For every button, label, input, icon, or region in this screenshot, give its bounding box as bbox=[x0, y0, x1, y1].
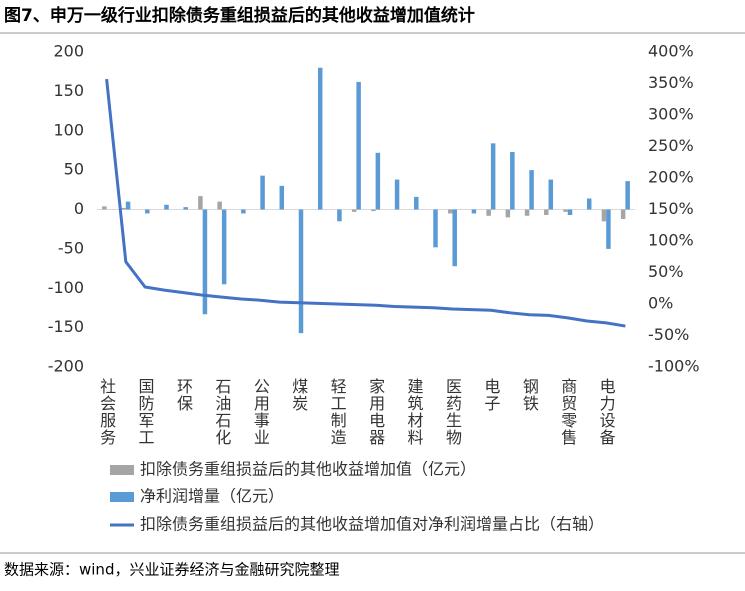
legend-label: 扣除债务重组损益后的其他收益增加值（亿元） bbox=[140, 460, 476, 479]
bar bbox=[471, 209, 477, 214]
x-tick-label: 建筑材料 bbox=[405, 378, 424, 446]
bar bbox=[486, 209, 491, 216]
y2-tick-label: 200% bbox=[648, 168, 694, 187]
bar bbox=[198, 196, 203, 210]
x-tick-label: 商贸零售 bbox=[558, 378, 577, 446]
bar bbox=[394, 179, 400, 210]
y-tick-label: -50 bbox=[58, 238, 84, 257]
y-tick-label: 50 bbox=[64, 160, 84, 179]
bar bbox=[414, 196, 419, 210]
y-tick-label: -150 bbox=[48, 317, 84, 336]
legend-label: 扣除债务重组损益后的其他收益增加值对净利润增量占比（右轴） bbox=[140, 515, 604, 534]
bar bbox=[505, 209, 511, 218]
x-tick-label: 医药生物 bbox=[443, 378, 462, 446]
bar bbox=[164, 204, 169, 210]
chart-title: 图7、申万一级行业扣除债务重组损益后的其他收益增加值统计 bbox=[4, 5, 475, 26]
legend-swatch bbox=[110, 492, 134, 502]
bar bbox=[625, 181, 630, 210]
bar bbox=[317, 67, 323, 210]
y-tick-label: -200 bbox=[48, 357, 84, 376]
bar bbox=[524, 209, 530, 216]
bar bbox=[544, 209, 549, 216]
bar bbox=[452, 209, 457, 267]
bar bbox=[375, 152, 381, 210]
bar bbox=[548, 179, 554, 210]
bar bbox=[563, 209, 568, 212]
y-tick-label: 100 bbox=[53, 120, 84, 139]
bar bbox=[356, 81, 361, 210]
bar bbox=[586, 198, 592, 210]
bar bbox=[337, 209, 342, 222]
x-tick-label: 环保 bbox=[174, 378, 193, 412]
bar bbox=[121, 207, 126, 210]
y2-tick-label: 150% bbox=[648, 199, 694, 218]
line bbox=[105, 78, 626, 328]
y-tick-label: 150 bbox=[53, 81, 84, 100]
y2-tick-label: 400% bbox=[648, 42, 694, 61]
x-tick-label: 家用电器 bbox=[366, 378, 385, 446]
x-tick-label: 煤炭 bbox=[289, 378, 308, 412]
bar bbox=[601, 209, 607, 222]
bar bbox=[606, 209, 611, 249]
legend-swatch bbox=[110, 465, 134, 475]
x-tick-label: 社会服务 bbox=[97, 378, 116, 446]
bar bbox=[620, 209, 626, 219]
bar bbox=[279, 185, 285, 210]
bar bbox=[510, 152, 515, 210]
bar bbox=[202, 209, 208, 315]
bar bbox=[567, 209, 573, 216]
bar bbox=[490, 143, 496, 210]
y2-tick-label: 350% bbox=[648, 73, 694, 92]
y2-tick-label: -50% bbox=[648, 325, 689, 344]
y-tick-label: 200 bbox=[53, 42, 84, 61]
x-tick-label: 公用事业 bbox=[251, 378, 270, 446]
bar bbox=[102, 206, 107, 210]
bar bbox=[241, 209, 246, 214]
x-tick-label: 国防军工 bbox=[136, 378, 155, 446]
y2-tick-label: -100% bbox=[648, 357, 700, 376]
bar bbox=[260, 175, 265, 210]
bar bbox=[217, 201, 222, 210]
y-tick-label: 0 bbox=[74, 199, 84, 218]
bar bbox=[145, 209, 150, 214]
bar bbox=[529, 170, 534, 210]
y2-tick-label: 50% bbox=[648, 262, 684, 281]
legend-label: 净利润增量（亿元） bbox=[140, 487, 284, 506]
y-tick-label: -100 bbox=[48, 278, 84, 297]
bar bbox=[371, 209, 376, 212]
bar bbox=[221, 209, 227, 285]
bar bbox=[125, 201, 131, 210]
bar bbox=[183, 207, 188, 210]
x-tick-label: 石油石化 bbox=[212, 378, 231, 446]
y2-tick-label: 0% bbox=[648, 294, 673, 313]
y2-tick-label: 100% bbox=[648, 231, 694, 250]
bar bbox=[351, 209, 357, 212]
bar bbox=[433, 209, 438, 248]
source: 数据来源：wind，兴业证券经济与金融研究院整理 bbox=[4, 561, 339, 579]
x-tick-label: 电子 bbox=[481, 378, 500, 412]
x-tick-label: 钢铁 bbox=[520, 378, 539, 412]
bar bbox=[447, 209, 453, 214]
bar bbox=[298, 209, 304, 334]
y2-tick-label: 250% bbox=[648, 136, 694, 155]
x-tick-label: 电力设备 bbox=[597, 378, 616, 446]
x-tick-label: 轻工制造 bbox=[328, 378, 347, 446]
y2-tick-label: 300% bbox=[648, 105, 694, 124]
